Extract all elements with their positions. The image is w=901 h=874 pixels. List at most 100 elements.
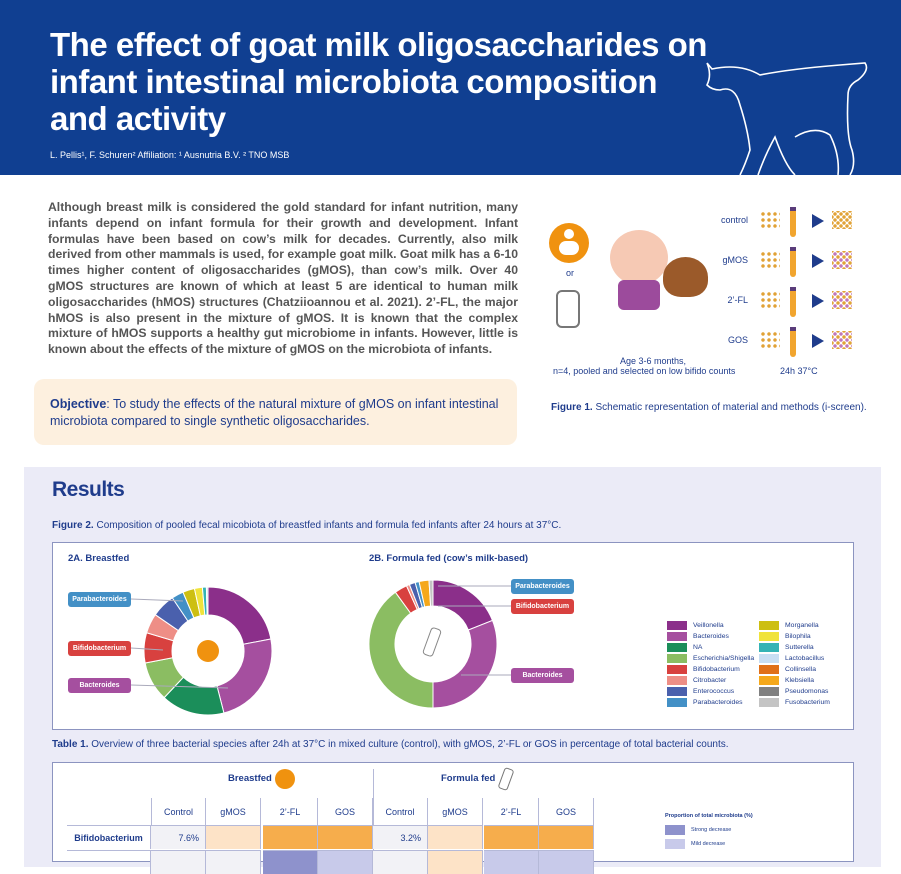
- legend-swatch: [759, 686, 779, 696]
- legend-swatch: [665, 825, 685, 836]
- donut-slice: [432, 579, 494, 631]
- caption-text: Overview of three bacterial species afte…: [88, 739, 729, 750]
- legend-item: Bacteroides: [667, 631, 729, 642]
- poster-title: The effect of goat milk oligosaccharides…: [50, 26, 707, 137]
- objective-box: Objective: To study the effects of the n…: [34, 379, 517, 445]
- donut-slice: [428, 579, 434, 607]
- arrow-right-icon: [812, 294, 824, 308]
- donut-slice: [205, 586, 209, 616]
- table-cell: [206, 825, 261, 849]
- baby-shirt: [618, 280, 660, 310]
- caption-text: Schematic representation of material and…: [592, 402, 867, 413]
- table-cell: [263, 825, 318, 849]
- table-cell: 3.2%: [373, 825, 428, 849]
- legend-swatch: [759, 675, 779, 685]
- legend-label: Bifidobacterium: [693, 665, 740, 673]
- introduction-text: Although breast milk is considered the g…: [48, 200, 518, 357]
- legend-swatch: [667, 631, 687, 641]
- figure1-caption: Figure 1. Schematic representation of ma…: [551, 402, 867, 413]
- callout-parabacteroides-b: Parabacteroides: [511, 579, 574, 594]
- legend-label: Veillonella: [693, 621, 724, 629]
- table-cell: [539, 850, 594, 874]
- caption-label: Figure 1.: [551, 402, 593, 413]
- callout-bifidobacterium: Bifidobacterium: [68, 641, 131, 656]
- callout-bacteroides-b: Bacteroides: [511, 668, 574, 683]
- bacteria-icon: [832, 331, 852, 349]
- legend-label: Sutterella: [785, 643, 814, 651]
- row-label: Bifidobacterium: [67, 825, 151, 849]
- legend-label: NA: [693, 643, 703, 651]
- donut-charts: [130, 579, 511, 716]
- legend-swatch: [759, 653, 779, 663]
- table1: Breastfed Formula fed Control gMOS 2’-FL GO…: [52, 762, 854, 874]
- age-label: Age 3-6 months,: [608, 356, 698, 366]
- bacteria-icon: [760, 211, 780, 229]
- table-cell: 7.6%: [151, 825, 206, 849]
- results-heading: Results: [52, 478, 125, 501]
- table-cell: [428, 825, 483, 849]
- caption-label: Table 1.: [52, 739, 89, 750]
- table-cell: [206, 850, 261, 874]
- age-text: Age 3-6 months,: [619, 356, 687, 366]
- table-legend-item: Strong decrease: [665, 825, 731, 836]
- bacteria-icon: [832, 211, 852, 229]
- bottle-icon: [497, 766, 515, 792]
- table-cell: [263, 850, 318, 874]
- stool-icon: [663, 257, 708, 297]
- baby-illustration: [610, 230, 668, 285]
- panel-a-title: 2A. Breastfed: [68, 553, 130, 564]
- panel-b-title: 2B. Formula fed (cow’s milk-based): [369, 553, 529, 564]
- legend-item: Bifidobacterium: [667, 664, 740, 675]
- bottle-icon: [556, 290, 580, 328]
- legend-item: Bilophila: [759, 631, 811, 642]
- column-header: GOS: [318, 798, 373, 825]
- legend-swatch: [667, 697, 687, 707]
- table-cell: [484, 850, 539, 874]
- legend-swatch: [667, 664, 687, 674]
- legend-swatch: [759, 697, 779, 707]
- legend-swatch: [759, 642, 779, 652]
- incubation-label: 24h 37°C: [780, 366, 818, 376]
- bacteria-icon: [760, 331, 780, 349]
- leader-line: [130, 647, 164, 651]
- donut-slice: [432, 619, 498, 709]
- bacteria-icon: [760, 291, 780, 309]
- legend-item: NA: [667, 642, 702, 653]
- table-cell: [373, 850, 428, 874]
- legend-item: Enterococcus: [667, 686, 734, 697]
- legend-label: Lactobacillus: [785, 654, 825, 662]
- bacteria-icon: [832, 291, 852, 309]
- leader-line: [130, 684, 229, 689]
- figure2-box: 2A. Breastfed 2B. Formula fed (cow’s mil…: [52, 542, 854, 730]
- legend-label: Pseudomonas: [785, 687, 829, 695]
- legend-label: Bilophila: [785, 632, 811, 640]
- callout-bifidobacterium-b: Bifidobacterium: [511, 599, 574, 614]
- legend-label: Escherichia/Shigella: [693, 654, 755, 662]
- donut-slice: [207, 586, 272, 645]
- callout-bacteroides: Bacteroides: [68, 678, 131, 693]
- table-cell: [151, 850, 206, 874]
- legend-item: Klebsiella: [759, 675, 814, 686]
- or-label: or: [566, 268, 575, 278]
- table-cell: [318, 850, 373, 874]
- caption-text: Composition of pooled fecal micobiota of…: [93, 520, 562, 531]
- test-tube-icon: [790, 287, 796, 317]
- header-banner: [0, 0, 901, 175]
- legend-label: Morganella: [785, 621, 819, 629]
- legend-item: Sutterella: [759, 642, 814, 653]
- table-cell: [428, 850, 483, 874]
- legend-swatch: [667, 642, 687, 652]
- legend-label: Klebsiella: [785, 676, 815, 684]
- arrow-right-icon: [812, 254, 824, 268]
- table1-caption: Table 1. Overview of three bacterial spe…: [52, 739, 729, 750]
- breastfeeding-icon: [275, 769, 295, 789]
- legend-item: Citrobacter: [667, 675, 726, 686]
- leader-line: [130, 598, 184, 602]
- n-label: n=4, pooled and selected on low bifido c…: [553, 366, 736, 376]
- test-tube-icon: [790, 327, 796, 357]
- arrow-right-icon: [812, 214, 824, 228]
- bottle-icon: [422, 627, 442, 657]
- legend-label: Strong decrease: [691, 827, 732, 834]
- legend-label: Collinsella: [785, 665, 816, 673]
- column-header: Control: [373, 798, 428, 825]
